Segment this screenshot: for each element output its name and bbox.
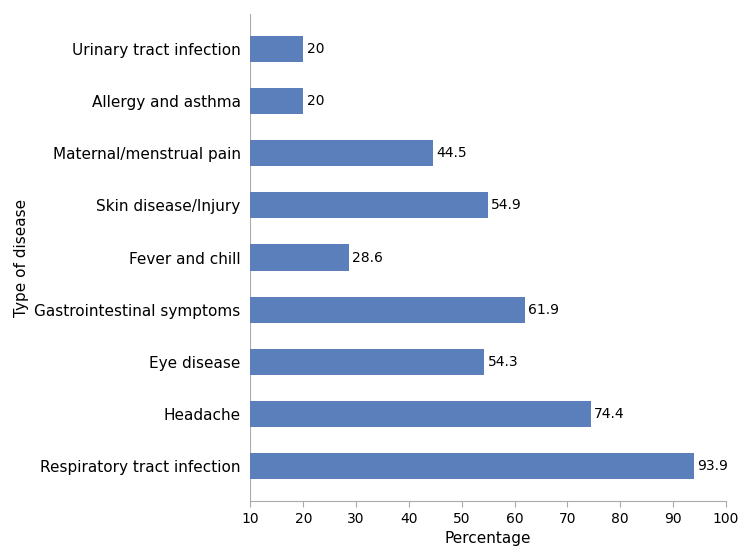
X-axis label: Percentage: Percentage (445, 531, 532, 546)
Bar (251, 401, 590, 427)
Text: 61.9: 61.9 (529, 302, 559, 316)
Bar (251, 140, 433, 166)
Text: 28.6: 28.6 (352, 250, 383, 264)
Bar (251, 297, 525, 323)
Bar (251, 349, 484, 375)
Bar (251, 245, 349, 270)
Y-axis label: Type of disease: Type of disease (14, 198, 29, 316)
Bar (251, 453, 694, 479)
Text: 54.9: 54.9 (492, 198, 522, 212)
Bar (251, 88, 303, 114)
Bar (251, 193, 488, 218)
Text: 20: 20 (307, 42, 325, 56)
Text: 20: 20 (307, 94, 325, 108)
Bar (251, 36, 303, 62)
Text: 54.3: 54.3 (488, 354, 519, 368)
Text: 93.9: 93.9 (697, 459, 728, 473)
Text: 74.4: 74.4 (594, 407, 625, 421)
Text: 44.5: 44.5 (437, 146, 467, 160)
